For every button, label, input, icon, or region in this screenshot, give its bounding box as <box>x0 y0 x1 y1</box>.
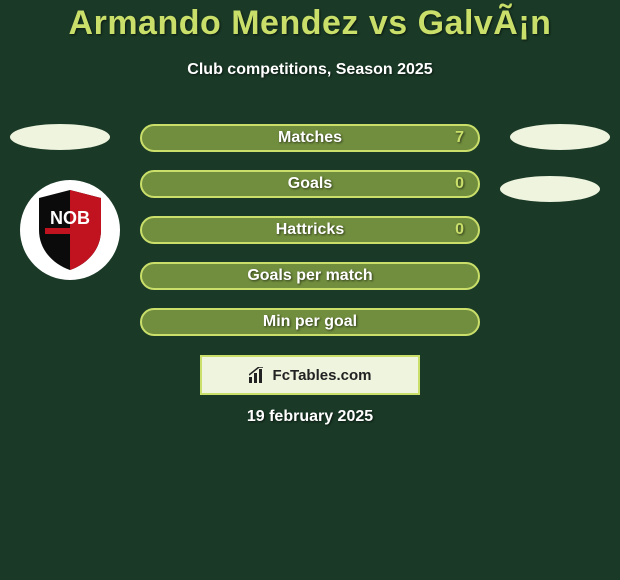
stat-bar: Goals 0 <box>140 170 480 198</box>
stat-bar: Min per goal <box>140 308 480 336</box>
club-badge: NOB <box>20 180 120 280</box>
shield-icon: NOB <box>35 188 105 272</box>
stat-bar: Matches 7 <box>140 124 480 152</box>
stat-value: 0 <box>455 221 464 239</box>
infographic-canvas: Armando Mendez vs GalvÃ¡n Club competiti… <box>0 0 620 580</box>
stat-value: 7 <box>455 129 464 147</box>
stat-label: Goals per match <box>142 267 478 285</box>
side-pill-right-1 <box>510 124 610 150</box>
stat-label: Matches <box>142 129 478 147</box>
club-badge-text: NOB <box>35 208 105 229</box>
side-pill-left <box>10 124 110 150</box>
stat-label: Hattricks <box>142 221 478 239</box>
stat-bars: Matches 7 Goals 0 Hattricks 0 Goals per … <box>140 124 480 354</box>
stat-value: 0 <box>455 175 464 193</box>
page-subtitle: Club competitions, Season 2025 <box>0 61 620 79</box>
source-text: FcTables.com <box>273 367 372 384</box>
stat-label: Goals <box>142 175 478 193</box>
stat-bar: Hattricks 0 <box>140 216 480 244</box>
source-box: FcTables.com <box>200 355 420 395</box>
source-brand: FcTables.com <box>249 367 372 384</box>
barchart-icon <box>249 367 267 383</box>
stat-label: Min per goal <box>142 313 478 331</box>
page-title: Armando Mendez vs GalvÃ¡n <box>0 4 620 43</box>
footer-date: 19 february 2025 <box>0 408 620 426</box>
side-pill-right-2 <box>500 176 600 202</box>
stat-bar: Goals per match <box>140 262 480 290</box>
